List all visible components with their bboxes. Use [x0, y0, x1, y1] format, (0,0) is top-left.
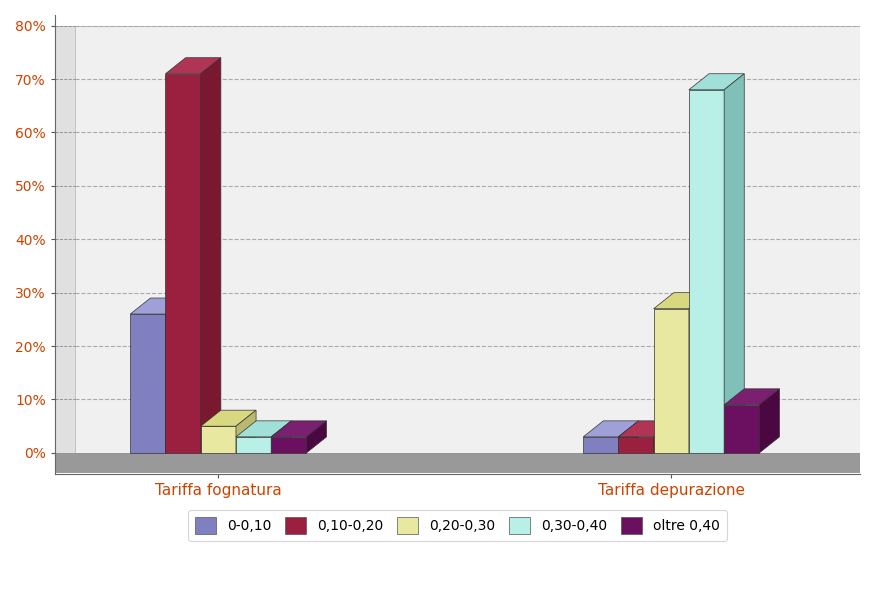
Polygon shape	[724, 389, 780, 405]
Polygon shape	[689, 89, 724, 453]
Polygon shape	[236, 421, 291, 437]
Polygon shape	[689, 292, 709, 453]
Polygon shape	[75, 26, 875, 453]
Polygon shape	[130, 298, 186, 314]
Polygon shape	[130, 314, 165, 453]
Polygon shape	[584, 421, 639, 437]
Legend: 0-0,10, 0,10-0,20, 0,20-0,30, 0,30-0,40, oltre 0,40: 0-0,10, 0,10-0,20, 0,20-0,30, 0,30-0,40,…	[188, 510, 727, 541]
Polygon shape	[236, 410, 256, 453]
Polygon shape	[619, 437, 654, 453]
Polygon shape	[55, 453, 875, 471]
Polygon shape	[619, 421, 639, 453]
Polygon shape	[654, 292, 709, 309]
Polygon shape	[165, 58, 220, 74]
Polygon shape	[654, 309, 689, 453]
Polygon shape	[724, 405, 760, 453]
Polygon shape	[200, 58, 220, 453]
Polygon shape	[55, 26, 75, 453]
Polygon shape	[584, 437, 619, 453]
Polygon shape	[165, 298, 186, 453]
Polygon shape	[619, 421, 674, 437]
Polygon shape	[200, 426, 236, 453]
Polygon shape	[271, 421, 291, 453]
Polygon shape	[271, 437, 306, 453]
Polygon shape	[760, 389, 780, 453]
Polygon shape	[165, 74, 200, 453]
Polygon shape	[200, 410, 256, 426]
Polygon shape	[724, 74, 745, 453]
Polygon shape	[306, 421, 326, 453]
Polygon shape	[236, 437, 271, 453]
Polygon shape	[271, 421, 326, 437]
Polygon shape	[654, 421, 674, 453]
Polygon shape	[689, 74, 745, 89]
